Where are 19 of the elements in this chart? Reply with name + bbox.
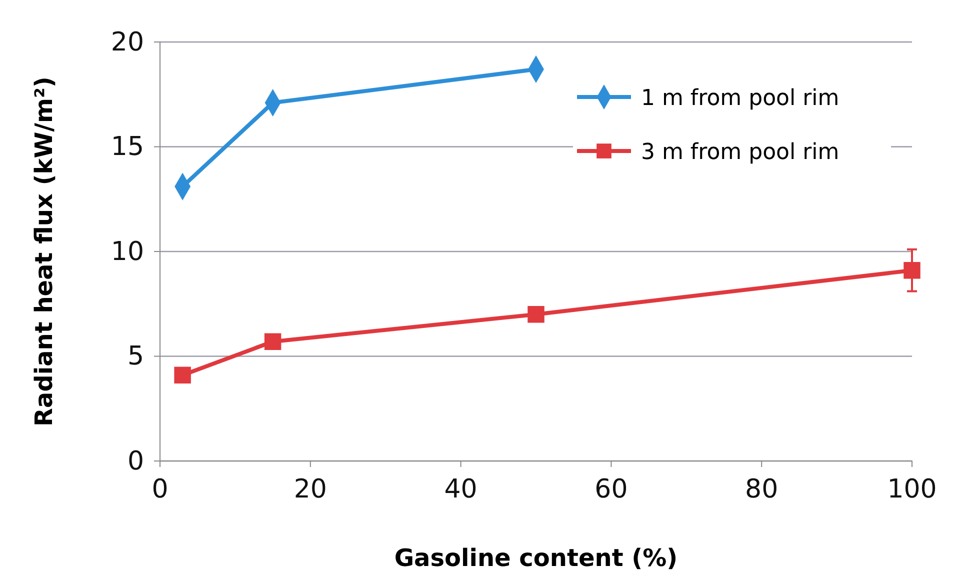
legend-label: 1 m from pool rim <box>641 86 840 111</box>
x-tick-label: 80 <box>745 474 778 504</box>
y-tick-label: 10 <box>110 236 144 267</box>
x-axis-title: Gasoline content (%) <box>394 544 678 572</box>
x-tick-label: 40 <box>444 474 478 504</box>
point <box>904 262 920 279</box>
point <box>528 306 544 323</box>
y-tick-label: 15 <box>110 132 144 162</box>
y-tick-label: 20 <box>110 27 144 58</box>
legend-label: 3 m from pool rim <box>641 140 840 165</box>
x-tick-label: 60 <box>594 474 628 504</box>
y-tick-label: 5 <box>127 342 144 372</box>
x-tick-label: 20 <box>294 474 327 504</box>
y-axis-title: Radiant heat flux (kW/m²) <box>30 76 58 426</box>
x-tick-label: 100 <box>887 474 937 504</box>
point <box>264 333 282 350</box>
y-tick-label: 0 <box>127 446 144 476</box>
point <box>174 366 191 384</box>
x-tick-label: 0 <box>152 474 168 504</box>
